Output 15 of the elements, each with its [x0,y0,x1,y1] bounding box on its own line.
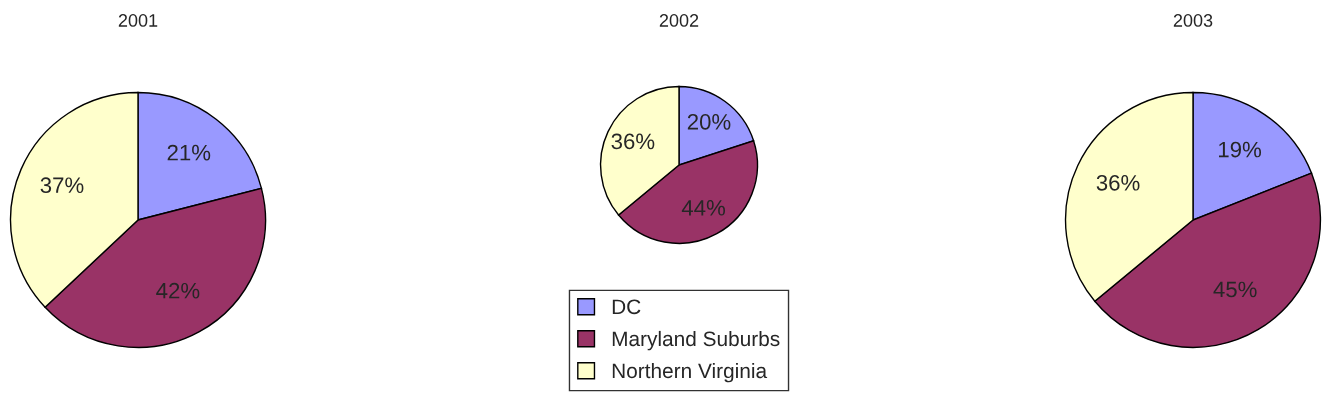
legend-label: Northern Virginia [612,362,768,383]
data-label: 36% [1096,174,1140,191]
data-label: 37% [40,177,84,194]
data-label: 42% [156,282,200,299]
chart-title: 2002 [659,14,699,27]
data-label: 36% [611,133,655,150]
chart-title: 2001 [118,14,158,27]
data-label: 19% [1219,141,1262,158]
data-label: 20% [687,113,731,130]
chart-title: 2003 [1173,14,1213,27]
data-label: 21% [167,144,211,161]
data-label: 45% [1213,281,1257,298]
legend-label: Maryland Suburbs [612,330,780,351]
data-label: 44% [681,200,726,216]
legend-label: DC [612,299,641,315]
